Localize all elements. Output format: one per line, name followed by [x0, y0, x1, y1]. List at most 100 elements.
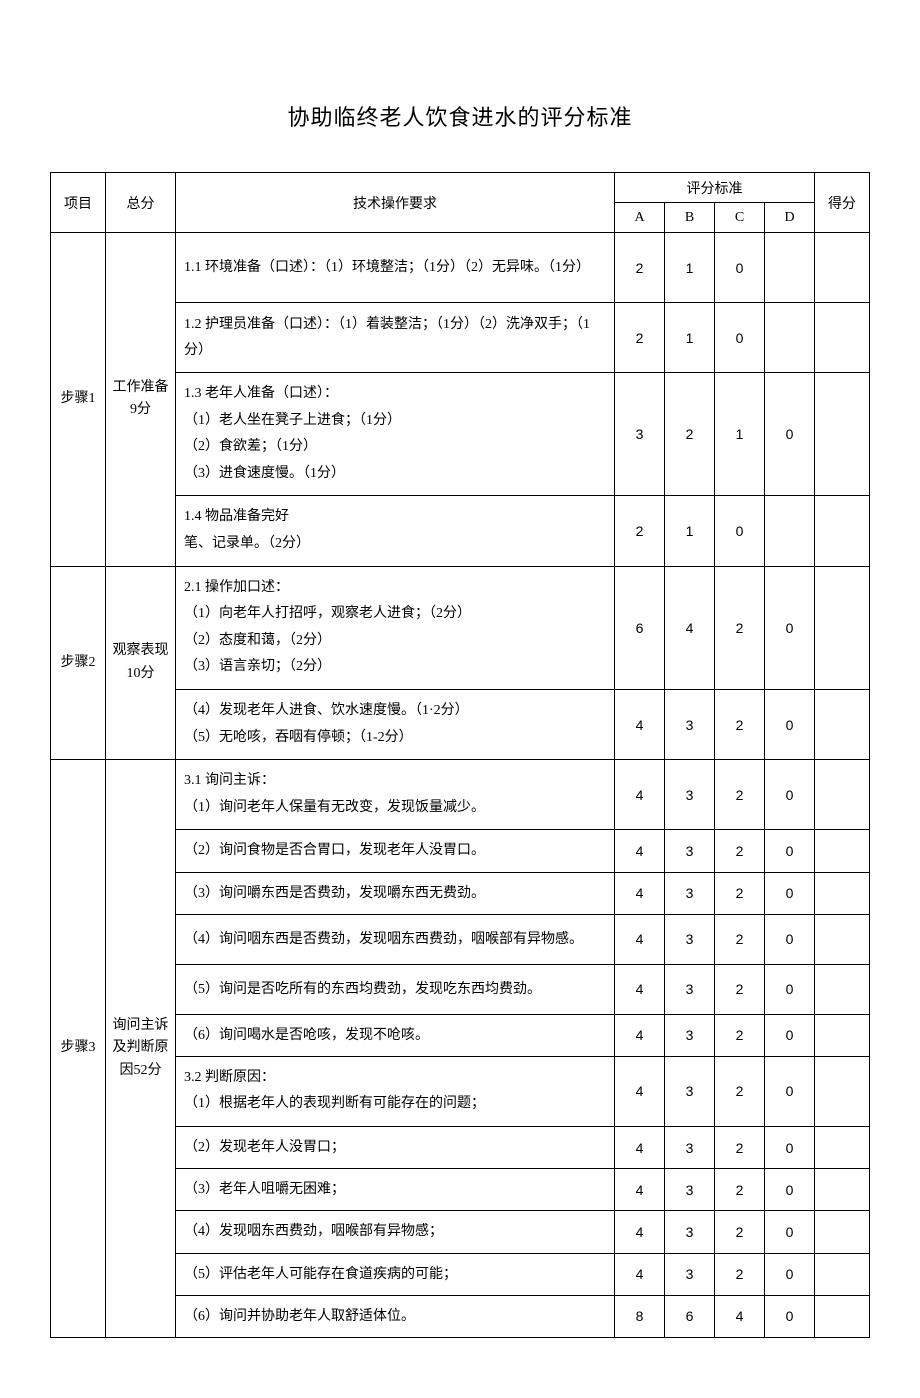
- req-cell: （4）询问咽东西是否费劲，发现咽东西费劲，咽喉部有异物感。: [176, 914, 615, 964]
- req-cell: 3.2 判断原因：（1）根据老年人的表现判断有可能存在的问题；: [176, 1056, 615, 1126]
- score-b: 1: [665, 496, 715, 566]
- score-c: 0: [715, 233, 765, 303]
- header-a: A: [615, 203, 665, 233]
- section-proj: 步骤2: [51, 566, 106, 760]
- got-cell: [815, 1253, 870, 1295]
- req-cell: （2）询问食物是否合胃口，发现老年人没胃口。: [176, 830, 615, 872]
- score-a: 4: [615, 830, 665, 872]
- score-b: 3: [665, 1014, 715, 1056]
- score-c: 2: [715, 1253, 765, 1295]
- score-d: [765, 496, 815, 566]
- score-d: 0: [765, 964, 815, 1014]
- score-c: 2: [715, 914, 765, 964]
- req-cell: （4）发现咽东西费劲，咽喉部有异物感；: [176, 1211, 615, 1253]
- table-header-row-1: 项目 总分 技术操作要求 评分标准 得分: [51, 173, 870, 203]
- table-row: 步骤2 观察表现10分 2.1 操作加口述：（1）向老年人打招呼，观察老人进食；…: [51, 566, 870, 689]
- score-a: 4: [615, 1127, 665, 1169]
- score-a: 4: [615, 1169, 665, 1211]
- score-c: 2: [715, 830, 765, 872]
- score-a: 2: [615, 233, 665, 303]
- scoring-table: 项目 总分 技术操作要求 评分标准 得分 A B C D 步骤1 工作准备9分 …: [50, 172, 870, 1338]
- score-d: [765, 303, 815, 373]
- score-d: 0: [765, 830, 815, 872]
- req-cell: （3）询问嚼东西是否费劲，发现嚼东西无费劲。: [176, 872, 615, 914]
- header-standard: 评分标准: [615, 173, 815, 203]
- score-d: 0: [765, 373, 815, 496]
- score-d: 0: [765, 1211, 815, 1253]
- score-b: 3: [665, 1127, 715, 1169]
- header-project: 项目: [51, 173, 106, 233]
- req-cell: 3.1 询问主诉：（1）询问老年人保量有无改变，发现饭量减少。: [176, 760, 615, 830]
- score-d: [765, 233, 815, 303]
- score-d: 0: [765, 1295, 815, 1337]
- got-cell: [815, 1295, 870, 1337]
- req-cell: 2.1 操作加口述：（1）向老年人打招呼，观察老人进食；（2分）（2）态度和蔼，…: [176, 566, 615, 689]
- score-b: 3: [665, 1169, 715, 1211]
- score-a: 4: [615, 964, 665, 1014]
- score-d: 0: [765, 1169, 815, 1211]
- header-score: 得分: [815, 173, 870, 233]
- score-c: 4: [715, 1295, 765, 1337]
- table-row: 步骤3 询问主诉及判断原因52分 3.1 询问主诉：（1）询问老年人保量有无改变…: [51, 760, 870, 830]
- score-a: 2: [615, 303, 665, 373]
- got-cell: [815, 1127, 870, 1169]
- score-b: 3: [665, 1056, 715, 1126]
- section-proj: 步骤3: [51, 760, 106, 1338]
- got-cell: [815, 964, 870, 1014]
- header-c: C: [715, 203, 765, 233]
- score-b: 6: [665, 1295, 715, 1337]
- req-cell: （2）发现老年人没胃口；: [176, 1127, 615, 1169]
- page-title: 协助临终老人饮食进水的评分标准: [50, 100, 870, 132]
- req-cell: 1.2 护理员准备（口述）：（1）着装整洁；（1分）（2）洗净双手；（1分）: [176, 303, 615, 373]
- score-b: 3: [665, 760, 715, 830]
- score-c: 2: [715, 1056, 765, 1126]
- score-b: 4: [665, 566, 715, 689]
- score-b: 3: [665, 914, 715, 964]
- score-c: 2: [715, 689, 765, 759]
- score-c: 2: [715, 964, 765, 1014]
- req-cell: （6）询问喝水是否呛咳，发现不呛咳。: [176, 1014, 615, 1056]
- score-a: 2: [615, 496, 665, 566]
- score-a: 4: [615, 914, 665, 964]
- got-cell: [815, 233, 870, 303]
- got-cell: [815, 872, 870, 914]
- score-a: 3: [615, 373, 665, 496]
- score-a: 4: [615, 1056, 665, 1126]
- score-a: 4: [615, 872, 665, 914]
- score-c: 2: [715, 1014, 765, 1056]
- score-b: 3: [665, 1253, 715, 1295]
- score-b: 3: [665, 689, 715, 759]
- score-a: 4: [615, 1253, 665, 1295]
- header-d: D: [765, 203, 815, 233]
- score-c: 1: [715, 373, 765, 496]
- section-total: 工作准备9分: [106, 233, 176, 567]
- score-c: 0: [715, 303, 765, 373]
- score-a: 4: [615, 760, 665, 830]
- score-a: 6: [615, 566, 665, 689]
- score-c: 2: [715, 566, 765, 689]
- score-c: 2: [715, 1169, 765, 1211]
- score-d: 0: [765, 872, 815, 914]
- req-cell: （4）发现老年人进食、饮水速度慢。（1·2分）（5）无呛咳，吞咽有停顿；（1-2…: [176, 689, 615, 759]
- score-a: 4: [615, 689, 665, 759]
- score-c: 2: [715, 1127, 765, 1169]
- score-b: 1: [665, 233, 715, 303]
- req-cell: （5）评估老年人可能存在食道疾病的可能；: [176, 1253, 615, 1295]
- score-d: 0: [765, 1253, 815, 1295]
- score-a: 4: [615, 1211, 665, 1253]
- header-b: B: [665, 203, 715, 233]
- got-cell: [815, 566, 870, 689]
- header-requirement: 技术操作要求: [176, 173, 615, 233]
- score-c: 2: [715, 760, 765, 830]
- got-cell: [815, 1056, 870, 1126]
- score-c: 2: [715, 1211, 765, 1253]
- req-cell: 1.3 老年人准备（口述）：（1）老人坐在凳子上进食；（1分）（2）食欲差；（1…: [176, 373, 615, 496]
- section-proj: 步骤1: [51, 233, 106, 567]
- req-cell: 1.4 物品准备完好笔、记录单。（2分）: [176, 496, 615, 566]
- got-cell: [815, 914, 870, 964]
- score-b: 3: [665, 1211, 715, 1253]
- score-a: 4: [615, 1014, 665, 1056]
- got-cell: [815, 830, 870, 872]
- got-cell: [815, 1169, 870, 1211]
- score-a: 8: [615, 1295, 665, 1337]
